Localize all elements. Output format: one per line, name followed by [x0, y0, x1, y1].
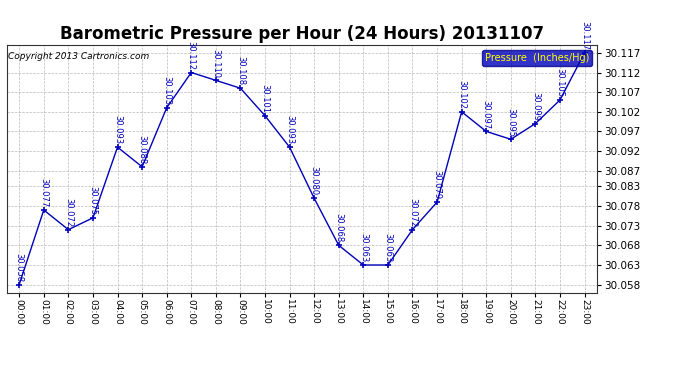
- Text: 30.095: 30.095: [506, 108, 515, 136]
- Title: Barometric Pressure per Hour (24 Hours) 20131107: Barometric Pressure per Hour (24 Hours) …: [60, 26, 544, 44]
- Text: 30.068: 30.068: [334, 213, 343, 243]
- Text: 30.093: 30.093: [285, 115, 294, 144]
- Text: 30.063: 30.063: [384, 233, 393, 262]
- Text: 30.097: 30.097: [482, 99, 491, 129]
- Text: 30.105: 30.105: [555, 68, 564, 97]
- Text: 30.117: 30.117: [580, 21, 589, 50]
- Text: 30.075: 30.075: [88, 186, 97, 215]
- Text: 30.058: 30.058: [14, 253, 23, 282]
- Text: 30.093: 30.093: [113, 115, 122, 144]
- Text: Copyright 2013 Cartronics.com: Copyright 2013 Cartronics.com: [8, 53, 149, 62]
- Text: 30.108: 30.108: [236, 56, 245, 86]
- Text: 30.110: 30.110: [211, 49, 220, 78]
- Text: 30.088: 30.088: [137, 135, 146, 164]
- Text: 30.103: 30.103: [162, 76, 171, 105]
- Text: 30.080: 30.080: [310, 166, 319, 195]
- Text: 30.072: 30.072: [64, 198, 73, 227]
- Text: 30.077: 30.077: [39, 178, 48, 207]
- Text: 30.063: 30.063: [359, 233, 368, 262]
- Text: 30.079: 30.079: [433, 170, 442, 200]
- Text: 30.102: 30.102: [457, 80, 466, 109]
- Text: 30.112: 30.112: [187, 41, 196, 70]
- Text: 30.099: 30.099: [531, 92, 540, 121]
- Text: 30.101: 30.101: [261, 84, 270, 113]
- Text: 30.072: 30.072: [408, 198, 417, 227]
- Legend: Pressure  (Inches/Hg): Pressure (Inches/Hg): [482, 50, 592, 66]
